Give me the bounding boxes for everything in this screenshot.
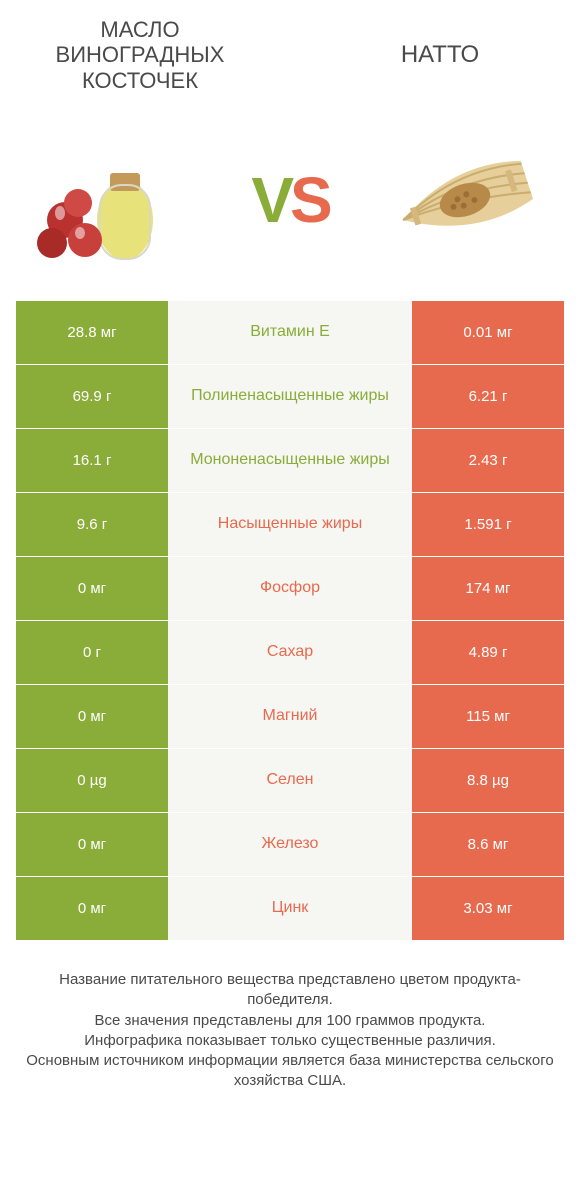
value-left: 0 мг [16,557,168,620]
table-row: 0 гСахар4.89 г [16,620,564,684]
value-left: 69.9 г [16,365,168,428]
value-right: 4.89 г [412,621,564,684]
value-left: 0 мг [16,685,168,748]
value-right: 8.8 µg [412,749,564,812]
hero: VS [0,100,580,300]
footer-notes: Название питательного вещества представл… [0,940,580,1092]
product-left-image [30,115,200,285]
nutrient-label: Фосфор [168,557,412,620]
value-left: 16.1 г [16,429,168,492]
value-left: 0 µg [16,749,168,812]
table-row: 0 мгФосфор174 мг [16,556,564,620]
value-right: 1.591 г [412,493,564,556]
value-right: 115 мг [412,685,564,748]
table-row: 0 µgСелен8.8 µg [16,748,564,812]
nutrient-label: Полиненасыщенные жиры [168,365,412,428]
product-left-title: Масло виноградных косточек [20,17,260,93]
value-right: 2.43 г [412,429,564,492]
nutrient-label: Железо [168,813,412,876]
footer-line: Основным источником информации является … [24,1051,556,1092]
table-row: 0 мгЖелезо8.6 мг [16,812,564,876]
nutrient-label: Цинк [168,877,412,940]
value-right: 6.21 г [412,365,564,428]
value-left: 28.8 мг [16,301,168,364]
nutrient-label: Магний [168,685,412,748]
value-left: 0 мг [16,877,168,940]
value-right: 8.6 мг [412,813,564,876]
table-row: 16.1 гМононенасыщенные жиры2.43 г [16,428,564,492]
table-row: 69.9 гПолиненасыщенные жиры6.21 г [16,364,564,428]
value-right: 0.01 мг [412,301,564,364]
value-right: 174 мг [412,557,564,620]
value-right: 3.03 мг [412,877,564,940]
vs-s: S [290,164,329,236]
vs-v: V [251,164,290,236]
value-left: 0 г [16,621,168,684]
vs-label: VS [251,163,328,237]
product-right-title: Натто [320,41,560,69]
table-row: 28.8 мгВитамин E0.01 мг [16,300,564,364]
table-row: 9.6 гНасыщенные жиры1.591 г [16,492,564,556]
footer-line: Все значения представлены для 100 граммо… [24,1011,556,1031]
value-left: 0 мг [16,813,168,876]
footer-line: Название питательного вещества представл… [24,970,556,1011]
header: Масло виноградных косточек Натто [0,0,580,100]
table-row: 0 мгЦинк3.03 мг [16,876,564,940]
nutrient-label: Витамин E [168,301,412,364]
value-left: 9.6 г [16,493,168,556]
nutrient-label: Селен [168,749,412,812]
table-row: 0 мгМагний115 мг [16,684,564,748]
footer-line: Инфографика показывает только существенн… [24,1031,556,1051]
nutrient-label: Мононенасыщенные жиры [168,429,412,492]
nutrient-label: Сахар [168,621,412,684]
product-right-image [380,115,550,285]
nutrient-label: Насыщенные жиры [168,493,412,556]
comparison-table: 28.8 мгВитамин E0.01 мг69.9 гПолиненасыщ… [0,300,580,940]
